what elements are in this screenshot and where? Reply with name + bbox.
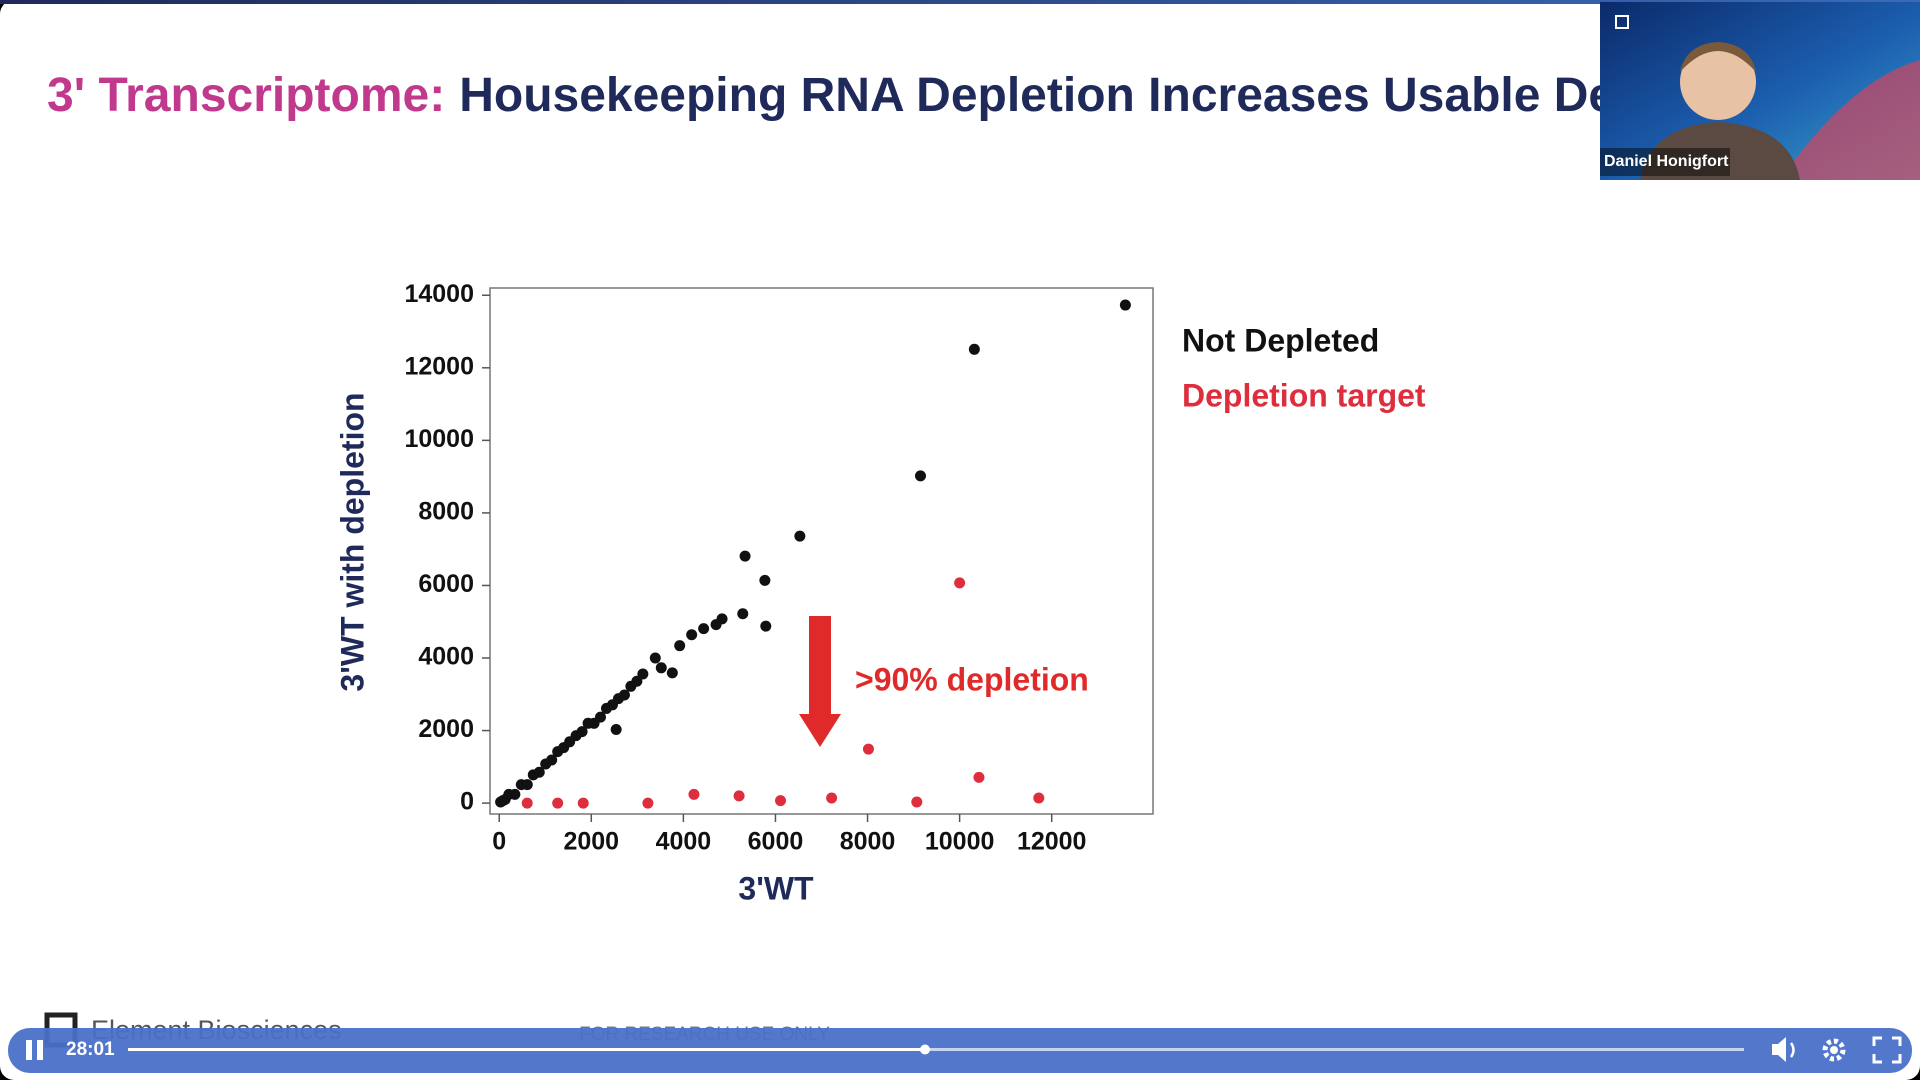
slide-title: 3' Transcriptome: Housekeeping RNA Deplet… xyxy=(47,69,1615,122)
presenter-name: Daniel Honigfort xyxy=(1604,153,1729,170)
scatter-point xyxy=(610,723,622,735)
scatter-point xyxy=(759,574,771,586)
scatter-point xyxy=(515,779,527,791)
player-controls: 28:01 xyxy=(8,1028,1912,1073)
scatter-point xyxy=(686,629,698,641)
title-prefix: 3' Transcriptome: xyxy=(47,69,445,122)
legend-entry: Depletion target xyxy=(1182,377,1426,413)
presenter-video: Daniel Honigfort xyxy=(1600,2,1920,180)
scatter-point xyxy=(954,577,966,589)
pause-button[interactable] xyxy=(26,1040,43,1060)
scatter-point xyxy=(826,792,838,804)
scatter-point xyxy=(688,788,700,800)
scatter-point xyxy=(760,620,772,632)
scatter-point xyxy=(588,717,600,729)
scatter-point xyxy=(674,640,686,652)
scatter-point xyxy=(637,668,649,680)
y-tick-label: 6000 xyxy=(418,570,474,598)
scatter-point xyxy=(642,797,654,809)
settings-button[interactable] xyxy=(1822,1038,1846,1062)
scatter-point xyxy=(968,343,980,355)
y-tick-label: 0 xyxy=(460,788,474,816)
scatter-point xyxy=(1119,299,1131,311)
scatter-point xyxy=(914,470,926,482)
scatter-point xyxy=(564,736,576,748)
x-tick-label: 10000 xyxy=(925,828,995,856)
x-tick-label: 2000 xyxy=(563,828,619,856)
scatter-point xyxy=(552,746,564,758)
title-main: Housekeeping RNA Depletion Increases Usa… xyxy=(459,69,1615,122)
scatter-point xyxy=(631,675,643,687)
x-tick-label: 6000 xyxy=(748,828,804,856)
depletion-arrow xyxy=(799,616,841,747)
scatter-point xyxy=(862,743,874,755)
y-tick-label: 8000 xyxy=(418,498,474,526)
scatter-point xyxy=(540,758,552,770)
scatter-point xyxy=(733,790,745,802)
x-tick-label: 12000 xyxy=(1017,828,1087,856)
scatter-point xyxy=(775,795,787,807)
scatter-point xyxy=(606,699,618,711)
x-tick-label: 0 xyxy=(492,828,506,856)
x-tick-label: 4000 xyxy=(656,828,712,856)
legend: Not Depleted Depletion target xyxy=(1182,322,1426,413)
scatter-point xyxy=(577,797,589,809)
scatter-point xyxy=(666,667,678,679)
scatter-point xyxy=(794,530,806,542)
y-tick-label: 12000 xyxy=(404,352,474,380)
scatter-point xyxy=(618,689,630,701)
slide-top-border xyxy=(0,0,1920,4)
y-tick-label: 10000 xyxy=(404,425,474,453)
scatter-point xyxy=(521,797,533,809)
scatter-point xyxy=(552,797,564,809)
plot-frame xyxy=(489,287,1154,815)
x-axis-label: 3'WT xyxy=(738,870,814,906)
legend-entry: Not Depleted xyxy=(1182,322,1379,358)
scatter-point xyxy=(710,619,722,631)
scatter-point xyxy=(655,662,667,674)
scatter-point xyxy=(911,796,923,808)
scatter-point xyxy=(649,652,661,664)
scatter-point xyxy=(973,771,985,783)
progress-played xyxy=(128,1048,925,1051)
scatter-point xyxy=(1033,792,1045,804)
progress-track[interactable] xyxy=(128,1048,1744,1051)
fullscreen-button[interactable] xyxy=(1872,1036,1902,1064)
progress-knob[interactable] xyxy=(920,1044,930,1055)
y-axis-label: 3'WT with depletion xyxy=(334,392,370,691)
y-tick-label: 4000 xyxy=(418,643,474,671)
scatter-point xyxy=(698,623,710,635)
scatter-point xyxy=(737,608,749,620)
y-tick-label: 14000 xyxy=(404,280,474,308)
annotation: >90% depletion xyxy=(855,661,1089,697)
scatter-point xyxy=(576,726,588,738)
scatter-point xyxy=(495,796,507,808)
current-time: 28:01 xyxy=(66,1039,115,1060)
x-tick-label: 8000 xyxy=(840,828,896,856)
y-tick-label: 2000 xyxy=(418,715,474,743)
scatter-point xyxy=(739,550,751,562)
volume-button[interactable] xyxy=(1772,1037,1795,1062)
scatter-point xyxy=(527,769,539,781)
